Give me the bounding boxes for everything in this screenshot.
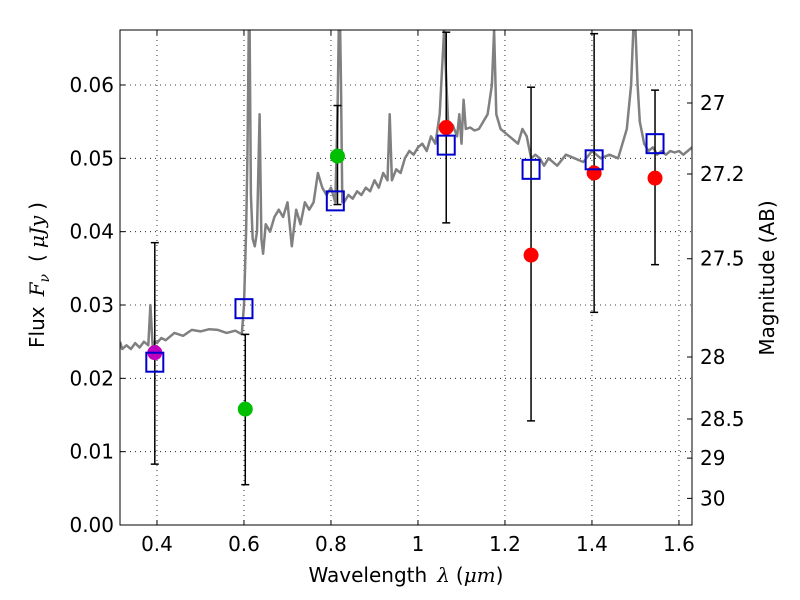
model-photometry-square — [645, 133, 665, 155]
plot-frame — [119, 29, 693, 526]
x-tick-labels: 0.4 0.6 0.8 1 1.2 1.4 1.6 — [141, 532, 695, 556]
photometry-point — [523, 247, 539, 263]
photometry-point — [329, 148, 345, 164]
model-photometry-square — [325, 190, 345, 212]
photometry-point — [237, 401, 253, 417]
x-tick-label: 1 — [412, 532, 425, 556]
mag-tick-label: 30 — [700, 486, 725, 510]
magnitude-tick-labels: 27 27.2 27.5 28 28.5 29 30 — [700, 91, 745, 510]
x-tick-label: 0.4 — [141, 532, 173, 556]
mag-tick-label: 29 — [700, 446, 725, 470]
mag-tick-label: 27 — [700, 91, 725, 115]
y-tick-labels: 0.00 0.01 0.02 0.03 0.04 0.05 0.06 — [69, 73, 114, 537]
model-photometry-square — [234, 298, 254, 320]
model-photometry-squares — [145, 133, 665, 373]
mag-tick-label: 27.5 — [700, 247, 745, 271]
axis-ticks — [120, 30, 692, 526]
photometry-point — [438, 120, 454, 136]
y2-axis-label: Magnitude (AB) — [755, 200, 779, 355]
mag-tick-label: 28 — [700, 345, 725, 369]
y-tick-label: 0.03 — [69, 293, 114, 317]
model-photometry-square — [521, 158, 541, 180]
model-spectrum-line — [120, 30, 692, 351]
grid — [120, 30, 692, 526]
y-tick-label: 0.04 — [69, 220, 114, 244]
photometry-points — [147, 120, 663, 417]
y-tick-label: 0.02 — [69, 366, 114, 390]
x-tick-label: 1.6 — [663, 532, 695, 556]
model-photometry-square — [584, 149, 604, 171]
x-tick-label: 0.8 — [315, 532, 347, 556]
y-tick-label: 0.00 — [69, 513, 114, 537]
mag-tick-label: 27.2 — [700, 162, 745, 186]
mag-tick-label: 28.5 — [700, 407, 745, 431]
photometry-point — [647, 170, 663, 186]
y-axis-label: FluxFν(μJy) — [25, 202, 53, 348]
x-tick-label: 1.4 — [576, 532, 608, 556]
x-tick-label: 0.6 — [228, 532, 260, 556]
error-bars — [150, 31, 660, 486]
y-tick-label: 0.06 — [69, 73, 114, 97]
y-tick-label: 0.05 — [69, 146, 114, 170]
x-tick-label: 1.2 — [489, 532, 521, 556]
model-photometry-square — [436, 134, 456, 156]
x-axis-label: Wavelength λ (μm) — [309, 563, 504, 587]
photometry-point — [586, 165, 602, 181]
model-photometry-square — [145, 351, 165, 373]
y-tick-label: 0.01 — [69, 440, 114, 464]
